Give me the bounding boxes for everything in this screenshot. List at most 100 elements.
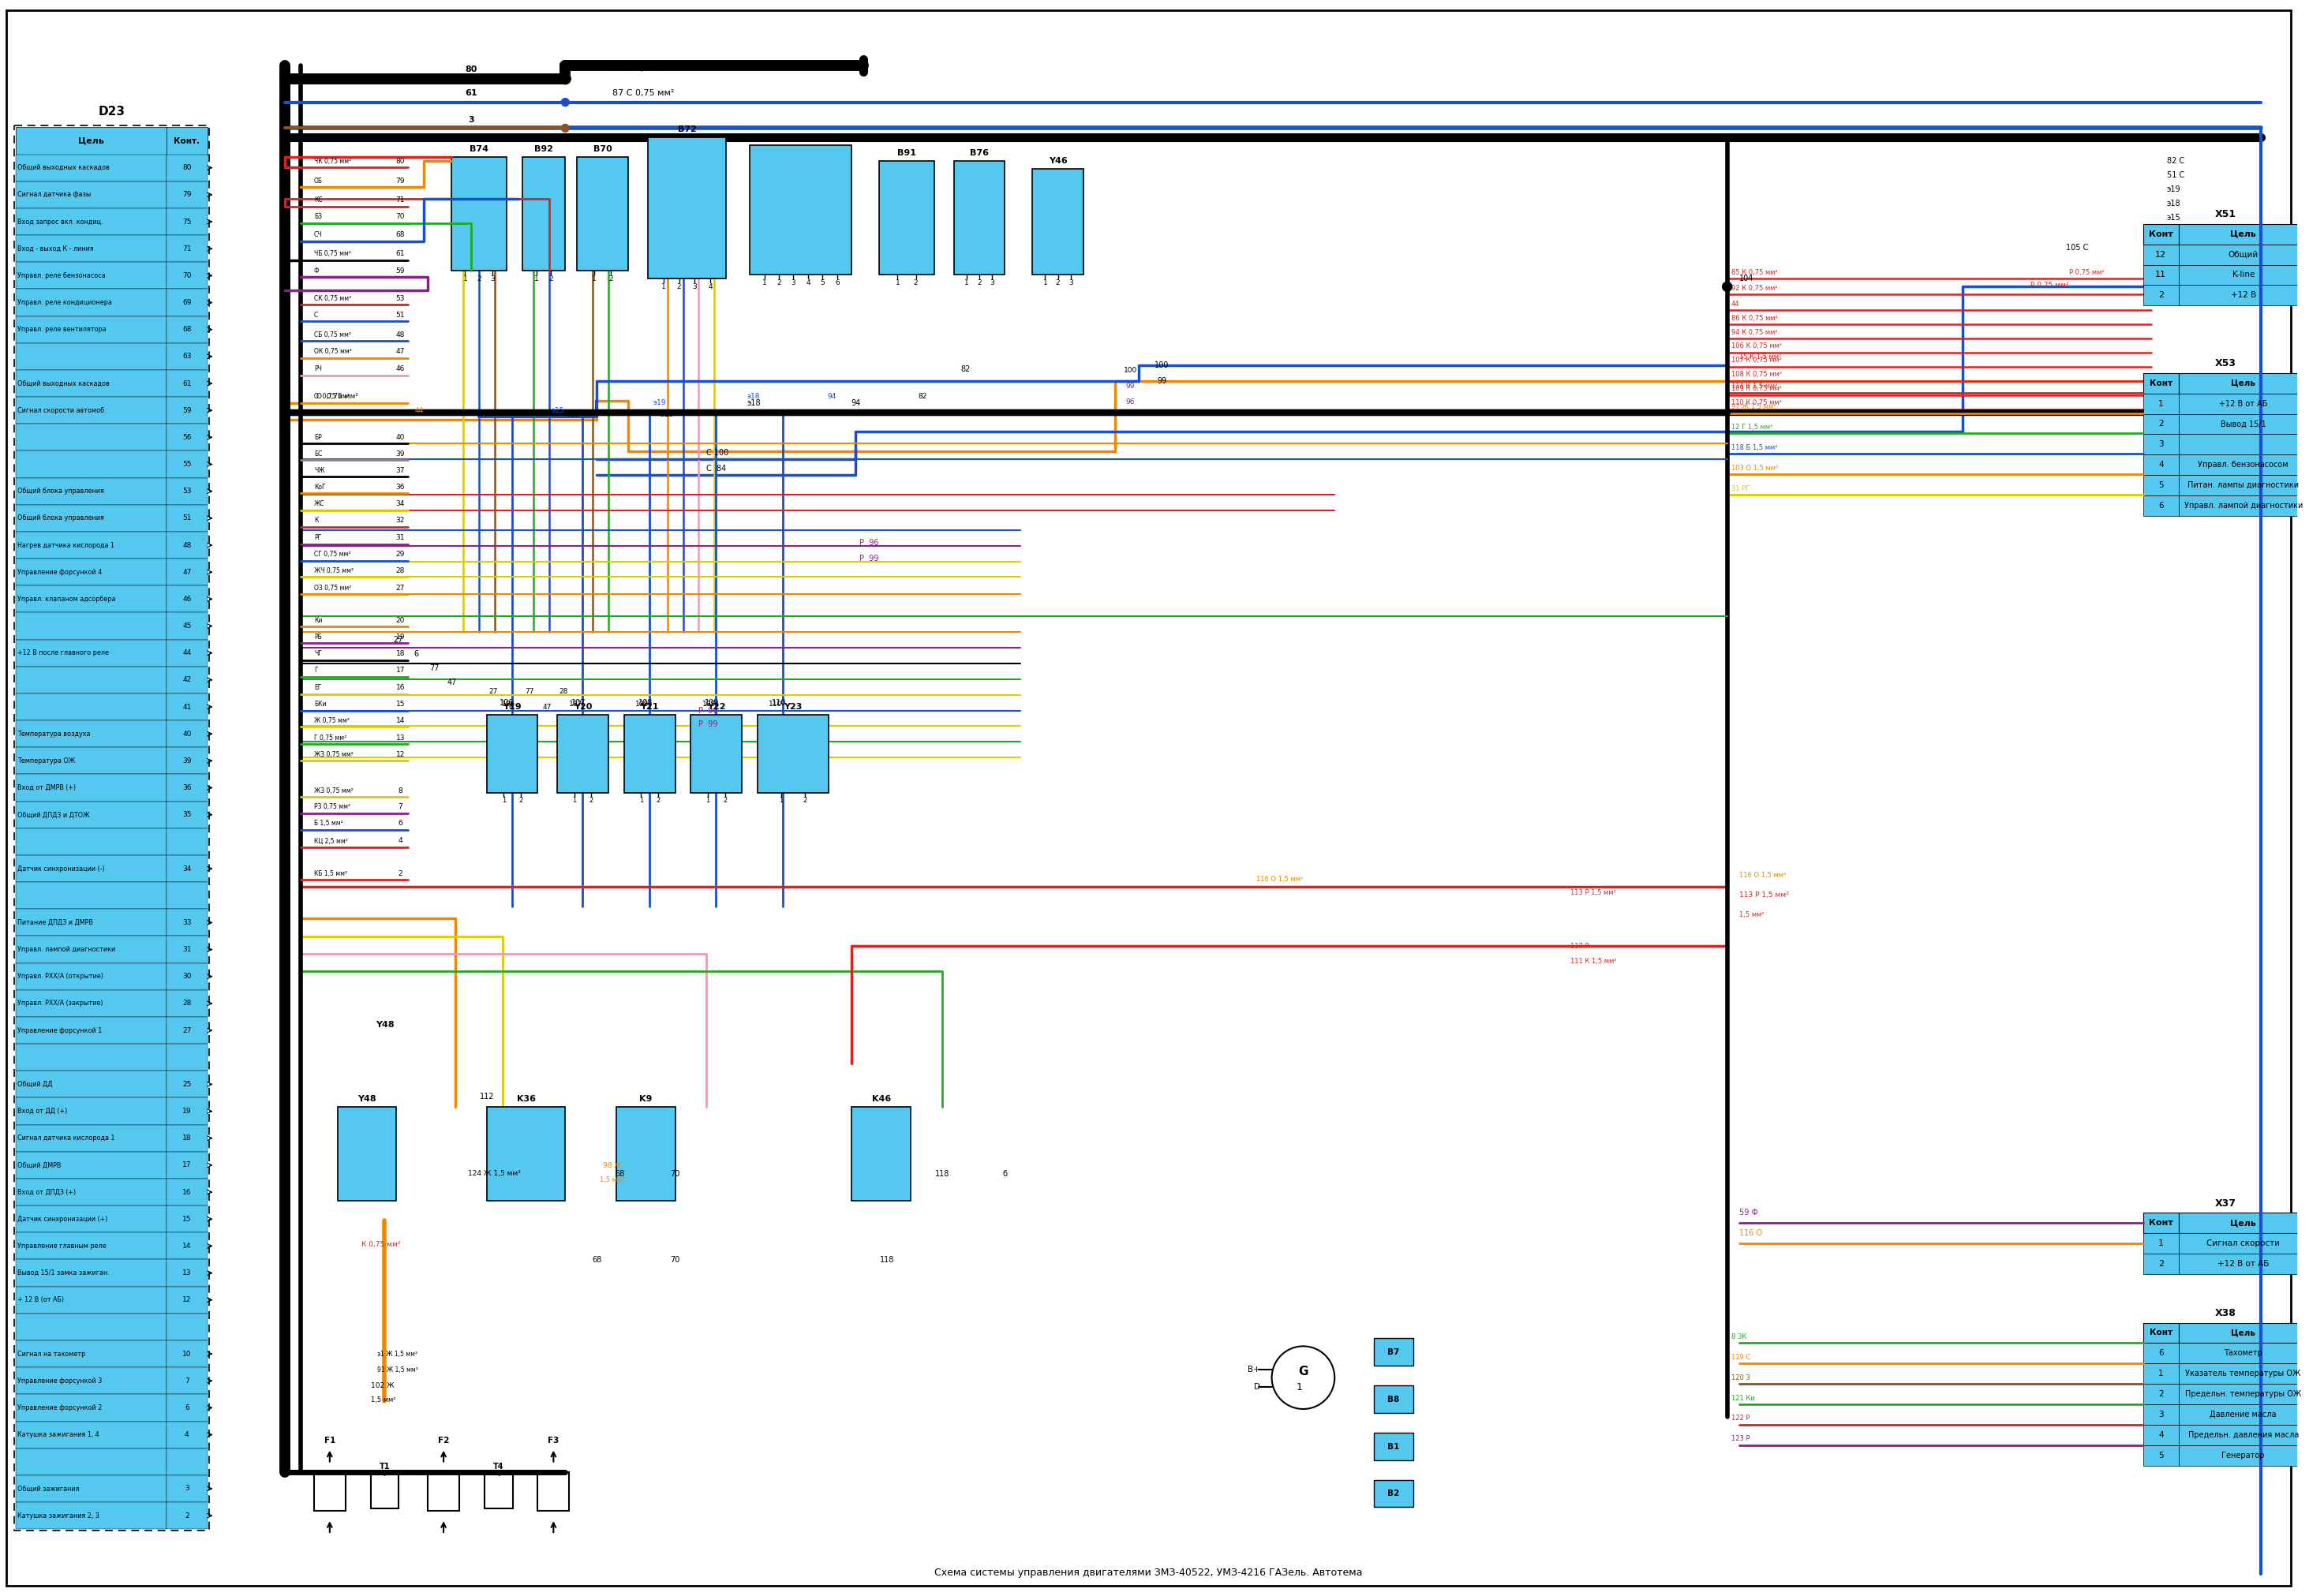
Bar [2177,434,2309,455]
Bar [16,586,166,613]
Text: 18: 18 [395,651,404,658]
Text: + 12 В (от АБ): + 12 В (от АБ) [16,1296,65,1304]
Text: 108: 108 [635,701,649,707]
Text: 3: 3 [185,1486,189,1492]
Text: 113 Р 1,5 мм²: 113 Р 1,5 мм² [1570,889,1616,895]
Text: Предельн. давления масла: Предельн. давления масла [2189,1432,2300,1440]
Bar [16,128,166,155]
Text: 12: 12 [395,750,404,758]
Text: X37: X37 [2214,1199,2237,1208]
Text: Р  99: Р 99 [859,554,880,562]
Text: 100: 100 [1154,361,1168,369]
Text: 45: 45 [182,622,192,629]
Text: 111 К 1,5 мм²: 111 К 1,5 мм² [1570,958,1616,966]
Text: 27: 27 [395,584,404,592]
Text: +12 В: +12 В [2230,292,2256,298]
Text: Ки: Ки [314,616,323,624]
Bar [166,1017,208,1044]
Text: 47: 47 [448,678,457,686]
Text: D23: D23 [97,105,125,118]
Text: 31 РГ: 31 РГ [1732,485,1750,492]
Text: 106: 106 [501,701,515,707]
Text: 118 Б 1,5 мм²: 118 Б 1,5 мм² [1732,444,1778,452]
Text: КЦ 2,5 мм²: КЦ 2,5 мм² [314,838,349,844]
Text: Ф: Ф [314,268,319,275]
Bar [2177,1444,2309,1465]
Bar [166,1448,208,1475]
Text: Y23: Y23 [783,702,801,710]
Bar [16,531,166,559]
Text: B+: B+ [1247,1366,1261,1374]
Text: Управление форсункой 4: Управление форсункой 4 [16,568,102,576]
Text: 1: 1 [533,275,538,282]
Bar [166,990,208,1017]
Text: 44: 44 [182,650,192,656]
Bar [690,715,741,793]
Bar [16,1475,166,1502]
Text: О  0,75 мм²: О 0,75 мм² [314,393,349,401]
Bar [166,667,208,693]
Text: B1: B1 [1388,1443,1399,1451]
Text: 36: 36 [182,784,192,792]
Bar [14,126,208,1531]
Bar [16,1152,166,1179]
Text: 107: 107 [570,699,586,707]
Text: 2: 2 [776,279,780,286]
Text: 1: 1 [778,796,783,804]
Bar [2177,1363,2309,1384]
Text: 102 Ж: 102 Ж [369,1382,395,1389]
Text: 2: 2 [2159,1390,2164,1398]
Text: Y20: Y20 [573,702,591,710]
Bar [1374,1433,1413,1460]
Text: 79: 79 [182,192,192,198]
Text: 3: 3 [490,275,494,282]
Bar [16,801,166,828]
Text: 36: 36 [395,484,404,490]
Bar [2143,286,2177,305]
Text: 4: 4 [185,1432,189,1438]
Text: Генератор: Генератор [2221,1451,2265,1459]
Text: Цель: Цель [2230,230,2256,238]
Bar [166,477,208,504]
Text: Цель: Цель [2230,380,2256,388]
Text: 6: 6 [508,704,513,710]
Text: 117 Р: 117 Р [1570,942,1589,950]
Text: Общий блока управления: Общий блока управления [16,488,104,495]
Text: 112: 112 [480,1093,494,1101]
Bar [16,477,166,504]
Text: 3: 3 [2159,1411,2164,1419]
Text: Y46: Y46 [1048,156,1067,164]
Text: K9: K9 [640,1095,651,1103]
Text: 12: 12 [182,1296,192,1304]
Text: СГ 0,75 мм²: СГ 0,75 мм² [314,551,351,559]
Text: 1: 1 [2159,1240,2164,1248]
Text: БР: БР [314,434,321,440]
Text: 122 Р: 122 Р [1732,1416,1750,1422]
Text: 5: 5 [2159,482,2164,490]
Text: ЖЗ 0,75 мм²: ЖЗ 0,75 мм² [314,787,353,795]
Text: 56: 56 [182,434,192,440]
Bar [2177,1253,2309,1274]
Bar [166,693,208,720]
Text: э19: э19 [653,399,665,407]
Bar [166,1286,208,1314]
Text: Управление главным реле: Управление главным реле [16,1243,106,1250]
Text: Р  96: Р 96 [859,538,880,546]
Bar [166,1395,208,1422]
Text: Г: Г [314,667,319,674]
Bar [16,370,166,397]
Text: 68: 68 [182,326,192,334]
Circle shape [561,99,568,107]
Bar [16,182,166,207]
Text: +12 В от АБ: +12 В от АБ [2217,1259,2270,1267]
Text: 68: 68 [395,231,404,238]
Text: 91 Ж 1,5 мм²: 91 Ж 1,5 мм² [376,1366,418,1373]
Text: Вход - выход К - линия: Вход - выход К - линия [16,246,95,252]
Bar [16,316,166,343]
Text: 37: 37 [395,466,404,474]
Text: С: С [314,311,319,319]
Text: 2: 2 [2159,1259,2164,1267]
Bar [16,774,166,801]
Bar [16,1286,166,1314]
Bar [2143,1425,2177,1444]
